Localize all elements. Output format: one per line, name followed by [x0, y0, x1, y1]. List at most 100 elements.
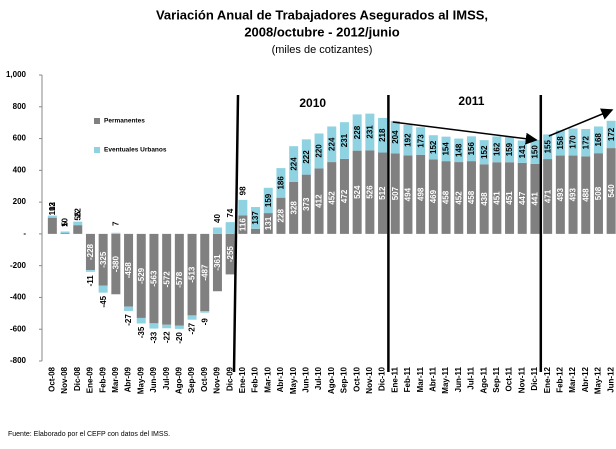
- value-label: 224: [327, 137, 336, 151]
- x-tick-label: Jul-11: [467, 366, 476, 389]
- bar-segment: [200, 311, 210, 313]
- value-label: 40: [213, 214, 222, 223]
- bar-segment: [505, 162, 515, 234]
- value-label: 498: [416, 187, 425, 201]
- value-label: 116: [238, 218, 247, 231]
- value-label: 7: [111, 221, 120, 226]
- bar-segment: [403, 124, 413, 156]
- y-tick-label: 400: [13, 165, 27, 174]
- value-label: -45: [99, 295, 108, 307]
- bar-segment: [47, 217, 57, 234]
- bar-segment: [60, 233, 70, 234]
- y-tick-label: -800: [10, 356, 27, 365]
- value-label: 152: [480, 145, 489, 159]
- bar-segment: [365, 150, 375, 234]
- value-label: -20: [175, 332, 184, 344]
- value-label: 222: [302, 150, 311, 164]
- value-label: -487: [200, 264, 209, 281]
- legend-label: Eventuales Urbanos: [104, 147, 167, 154]
- bar-segment: [606, 120, 616, 149]
- bar-segment: [479, 164, 489, 234]
- bar-segment: [276, 168, 286, 198]
- bar-segment: [212, 227, 222, 234]
- value-label: -11: [86, 275, 95, 287]
- bar-segment: [492, 136, 502, 163]
- bar-segment: [238, 215, 248, 234]
- bar-segment: [454, 138, 464, 163]
- bar-segment: [263, 187, 273, 214]
- bar-segment: [543, 159, 553, 234]
- value-label: 98: [238, 186, 247, 195]
- x-tick-label: Jun-12: [606, 366, 615, 392]
- y-tick-label: 200: [13, 197, 27, 206]
- y-tick-label: -200: [10, 261, 27, 270]
- x-tick-label: Ago-09: [174, 366, 183, 394]
- value-label: 159: [505, 142, 514, 156]
- x-tick-label: Mar-09: [111, 366, 120, 392]
- trend-arrow: [392, 121, 538, 145]
- bar-segment: [174, 325, 184, 329]
- x-tick-label: Jun-11: [454, 366, 463, 392]
- value-label: -255: [226, 246, 235, 263]
- bar-segment: [606, 148, 616, 234]
- bar-segment: [187, 315, 197, 320]
- x-tick-label: Abr-11: [428, 366, 437, 391]
- bar-segment: [390, 153, 400, 234]
- bar-segment: [136, 317, 146, 324]
- x-tick-label: May-12: [594, 366, 603, 394]
- y-tick-label: -600: [10, 324, 27, 333]
- x-tick-label: Nov-09: [213, 366, 222, 393]
- value-label: -458: [124, 262, 133, 279]
- bar-segment: [327, 162, 337, 234]
- value-label: 154: [442, 142, 451, 156]
- value-label: -529: [137, 267, 146, 284]
- value-label: 159: [264, 193, 273, 207]
- value-label: 373: [302, 197, 311, 211]
- value-label: 447: [518, 191, 527, 205]
- annotation: 2010: [299, 96, 326, 110]
- value-label: 472: [340, 189, 349, 203]
- x-tick-label: Nov-10: [365, 366, 374, 393]
- value-label: 156: [467, 142, 476, 156]
- x-tick-label: Sep-10: [340, 366, 349, 393]
- value-label: 540: [607, 184, 616, 198]
- bar-segment: [124, 306, 134, 311]
- x-tick-label: Jun-10: [301, 366, 310, 392]
- x-tick-label: May-09: [136, 366, 145, 394]
- x-tick-label: Abr-12: [581, 366, 590, 392]
- bar-segment: [314, 133, 324, 169]
- y-tick-label: 600: [13, 134, 27, 143]
- value-label: 507: [391, 186, 400, 200]
- value-label: 471: [543, 189, 552, 203]
- value-label: 452: [454, 191, 463, 205]
- value-label: 494: [404, 187, 413, 201]
- value-label: 458: [442, 190, 451, 204]
- bar-segment: [593, 126, 603, 154]
- x-tick-label: Nov-08: [60, 366, 69, 393]
- bar-segment: [212, 233, 222, 292]
- bar-segment: [454, 162, 464, 234]
- bar-segment: [73, 225, 83, 234]
- value-label: 228: [277, 209, 286, 223]
- bar-segment: [251, 207, 261, 229]
- value-label: -35: [137, 326, 146, 338]
- trend-arrow: [548, 108, 614, 137]
- value-label: 158: [556, 136, 565, 150]
- x-tick-label: Dic-08: [73, 366, 82, 391]
- value-label: -22: [162, 331, 171, 343]
- legend-label: Permanentes: [104, 118, 145, 125]
- bar-segment: [555, 155, 565, 234]
- value-label: 451: [492, 191, 501, 205]
- value-label: 141: [518, 144, 527, 158]
- x-tick-label: Oct-09: [200, 366, 209, 391]
- bar-segment: [327, 126, 337, 163]
- bar-segment: [581, 156, 591, 234]
- bar-segment: [466, 136, 476, 162]
- bar-segment: [276, 197, 286, 234]
- value-label: 74: [226, 208, 235, 217]
- annotation: 2011: [458, 94, 484, 108]
- bar-segment: [301, 174, 311, 234]
- value-label: 451: [505, 191, 514, 205]
- value-label: 328: [289, 201, 298, 215]
- value-label: 493: [569, 188, 578, 202]
